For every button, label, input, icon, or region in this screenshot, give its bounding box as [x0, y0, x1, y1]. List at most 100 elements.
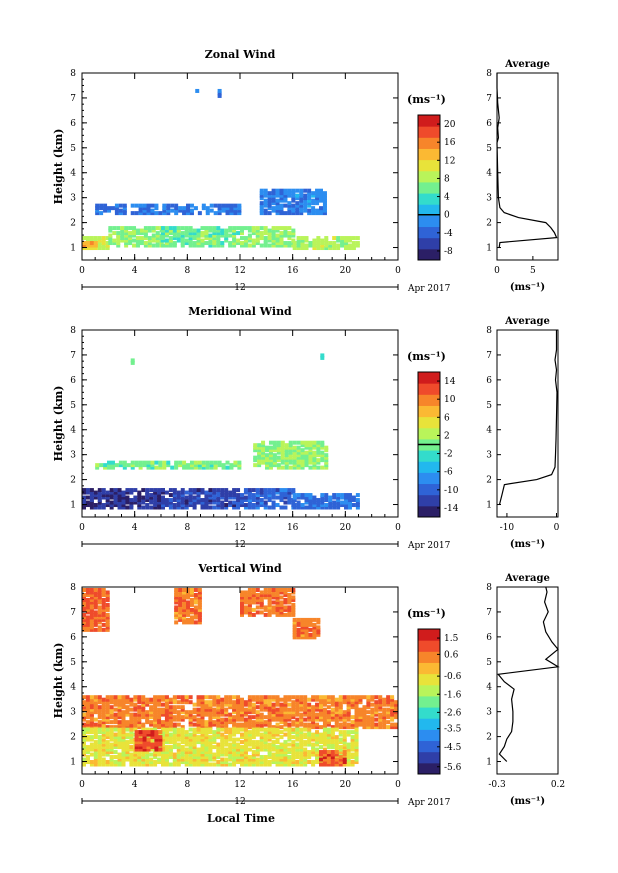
- heatmap-cell: [182, 610, 187, 615]
- heatmap-cell: [275, 747, 280, 752]
- heatmap-cell: [267, 590, 272, 595]
- heatmap-cell: [162, 460, 167, 465]
- heatmap-cell: [255, 747, 260, 752]
- heatmap-cell: [347, 495, 352, 500]
- heatmap-cell: [295, 747, 300, 752]
- heatmap-cell: [101, 610, 106, 615]
- heatmap-cell: [125, 488, 130, 493]
- heatmap-cell: [283, 700, 288, 705]
- heatmap-cell: [82, 612, 86, 617]
- heatmap-cell: [303, 196, 308, 201]
- heatmap-cell: [291, 203, 296, 208]
- heatmap-cell: [374, 717, 379, 722]
- heatmap-cell: [319, 717, 323, 722]
- heatmap-cell: [312, 630, 317, 635]
- heatmap-cell: [97, 597, 102, 602]
- heatmap-cell: [82, 495, 86, 500]
- heatmap-cell: [283, 211, 288, 216]
- heatmap-cell: [204, 500, 209, 505]
- heatmap-cell: [212, 710, 217, 715]
- heatmap-cell: [109, 490, 114, 495]
- heatmap-cell: [366, 720, 371, 725]
- heatmap-cell: [300, 465, 305, 470]
- heatmap-cell: [178, 463, 183, 468]
- heatmap-cell: [125, 712, 130, 717]
- heatmap-cell: [247, 757, 252, 762]
- heatmap-cell: [240, 717, 244, 722]
- heatmap-cell: [292, 620, 297, 625]
- heatmap-cell: [157, 710, 162, 715]
- heatmap-cell: [188, 243, 193, 248]
- heatmap-cell: [105, 490, 110, 495]
- heatmap-cell: [300, 495, 305, 500]
- heatmap-cell: [346, 715, 351, 720]
- colorbar-tick-label: -2: [444, 450, 453, 460]
- heatmap-cell: [255, 760, 260, 765]
- heatmap-cell: [220, 243, 225, 248]
- heatmap-cell: [157, 702, 162, 707]
- heatmap-cell: [284, 465, 289, 470]
- heatmap-cell: [176, 755, 181, 760]
- heatmap-cell: [141, 757, 146, 762]
- heatmap-cell: [188, 495, 193, 500]
- heatmap-cell: [374, 700, 379, 705]
- heatmap-cell: [243, 762, 248, 767]
- heatmap-cell: [89, 712, 94, 717]
- heatmap-cell: [220, 727, 225, 732]
- heatmap-cell: [279, 495, 284, 500]
- heatmap-cell: [153, 488, 158, 493]
- heatmap-cell: [157, 752, 162, 757]
- heatmap-cell: [332, 505, 337, 510]
- heatmap-cell: [212, 712, 217, 717]
- heatmap-cell: [295, 745, 300, 750]
- heatmap-cell: [129, 720, 134, 725]
- heatmap-cell: [168, 241, 173, 246]
- heatmap-cell: [334, 707, 339, 712]
- heatmap-cell: [172, 715, 177, 720]
- heatmap-cell: [135, 238, 140, 243]
- heatmap-cell: [133, 752, 138, 757]
- heatmap-cell: [232, 740, 237, 745]
- heatmap-cell: [101, 712, 106, 717]
- heatmap-cell: [296, 493, 301, 498]
- heatmap-cell: [125, 725, 130, 730]
- heatmap-cell: [303, 742, 308, 747]
- heatmap-cell: [370, 717, 375, 722]
- heatmap-cell: [196, 233, 201, 238]
- heatmap-cell: [193, 206, 198, 211]
- heatmap-cell: [263, 488, 268, 493]
- heatmap-cell: [188, 722, 193, 727]
- heatmap-cell: [161, 488, 165, 493]
- heatmap-cell: [346, 717, 351, 722]
- heatmap-cell: [138, 211, 143, 216]
- heatmap-cell: [158, 747, 163, 752]
- heatmap-cell: [89, 700, 94, 705]
- heatmap-cell: [82, 715, 86, 720]
- heatmap-cell: [135, 243, 140, 248]
- profile-x-tick-label: 5: [530, 266, 536, 276]
- heatmap-cell: [147, 236, 152, 241]
- heatmap-cell: [125, 720, 130, 725]
- heatmap-cell: [93, 705, 98, 710]
- heatmap-cell: [101, 705, 106, 710]
- heatmap-cell: [172, 233, 177, 238]
- heatmap-cell: [295, 727, 300, 732]
- heatmap-cell: [374, 702, 379, 707]
- heatmap-cell: [204, 505, 209, 510]
- heatmap-cell: [105, 602, 110, 607]
- heatmap-cell: [204, 752, 209, 757]
- heatmap-cell: [344, 500, 349, 505]
- heatmap-cell: [97, 700, 102, 705]
- heatmap-cell: [93, 587, 98, 592]
- heatmap-cell: [303, 710, 308, 715]
- heatmap-cell: [220, 493, 225, 498]
- heatmap-cell: [243, 725, 248, 730]
- heatmap-cell: [255, 600, 260, 605]
- heatmap-cell: [279, 587, 284, 592]
- heatmap-cell: [109, 755, 114, 760]
- heatmap-cell: [145, 727, 150, 732]
- colorbar-tick-label: -10: [444, 486, 459, 496]
- heatmap-cell: [121, 712, 126, 717]
- heatmap-cell: [295, 707, 300, 712]
- heatmap-cell: [109, 742, 114, 747]
